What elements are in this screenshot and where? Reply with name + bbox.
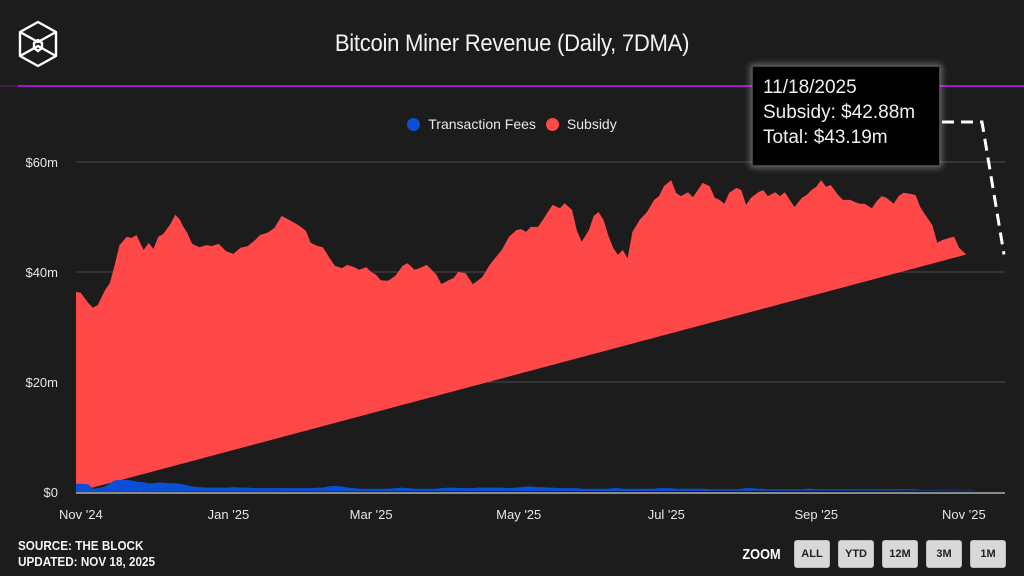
legend: Transaction Fees Subsidy: [0, 116, 1024, 132]
legend-label-subsidy: Subsidy: [566, 116, 617, 132]
header-divider: [18, 85, 1024, 87]
the-block-logo: [18, 20, 58, 70]
x-tick-label: Nov '24: [59, 507, 103, 522]
zoom-1m-button[interactable]: 1M: [970, 540, 1006, 568]
footer-source: SOURCE: THE BLOCK UPDATED: NOV 18, 2025: [18, 538, 155, 570]
chart-title: Bitcoin Miner Revenue (Daily, 7DMA): [334, 30, 690, 57]
x-tick-label: Sep '25: [794, 507, 838, 522]
x-tick-label: May '25: [496, 507, 541, 522]
tooltip-date: 11/18/2025: [763, 77, 857, 98]
y-axis-labels: $0 $20m $40m $60m: [25, 155, 58, 500]
y-tick-label: $40m: [25, 265, 58, 280]
source-text: SOURCE: THE BLOCK: [18, 538, 144, 553]
x-axis-labels: Nov '24 Jan '25 Mar '25 May '25 Jul '25 Sep '…: [59, 507, 986, 522]
zoom-all-button[interactable]: ALL: [794, 540, 830, 568]
y-tick-label: $20m: [25, 375, 58, 390]
x-tick-label: Jan '25: [208, 507, 250, 522]
zoom-controls: ZOOM ALL YTD 12M 3M 1M: [739, 540, 1006, 568]
zoom-label: ZOOM: [742, 545, 781, 563]
zoom-12m-button[interactable]: 12M: [882, 540, 918, 568]
cube-logo-icon: [18, 20, 58, 68]
y-tick-label: $0: [44, 485, 58, 500]
x-tick-label: Mar '25: [350, 507, 393, 522]
tooltip-connector-line: [942, 120, 1006, 255]
legend-marker-subsidy: [545, 117, 559, 131]
updated-text: UPDATED: NOV 18, 2025: [18, 554, 155, 569]
x-tick-label: Nov '25: [942, 507, 986, 522]
legend-item-subsidy[interactable]: Subsidy: [545, 116, 617, 132]
tooltip-subsidy: Subsidy: $42.88m: [763, 102, 916, 123]
legend-marker-transaction-fees: [407, 117, 421, 131]
tooltip: 11/18/2025 Subsidy: $42.88m Total: $43.1…: [752, 66, 940, 166]
zoom-3m-button[interactable]: 3M: [926, 540, 962, 568]
x-tick-label: Jul '25: [648, 507, 685, 522]
transaction-fees-area[interactable]: [76, 479, 976, 492]
legend-item-transaction-fees[interactable]: Transaction Fees: [407, 116, 536, 132]
legend-label-transaction-fees: Transaction Fees: [428, 116, 536, 132]
subsidy-area[interactable]: [76, 180, 967, 492]
tooltip-total: Total: $43.19m: [763, 127, 888, 148]
zoom-ytd-button[interactable]: YTD: [838, 540, 874, 568]
y-tick-label: $60m: [25, 155, 58, 170]
header-divider-stub: [0, 85, 18, 87]
